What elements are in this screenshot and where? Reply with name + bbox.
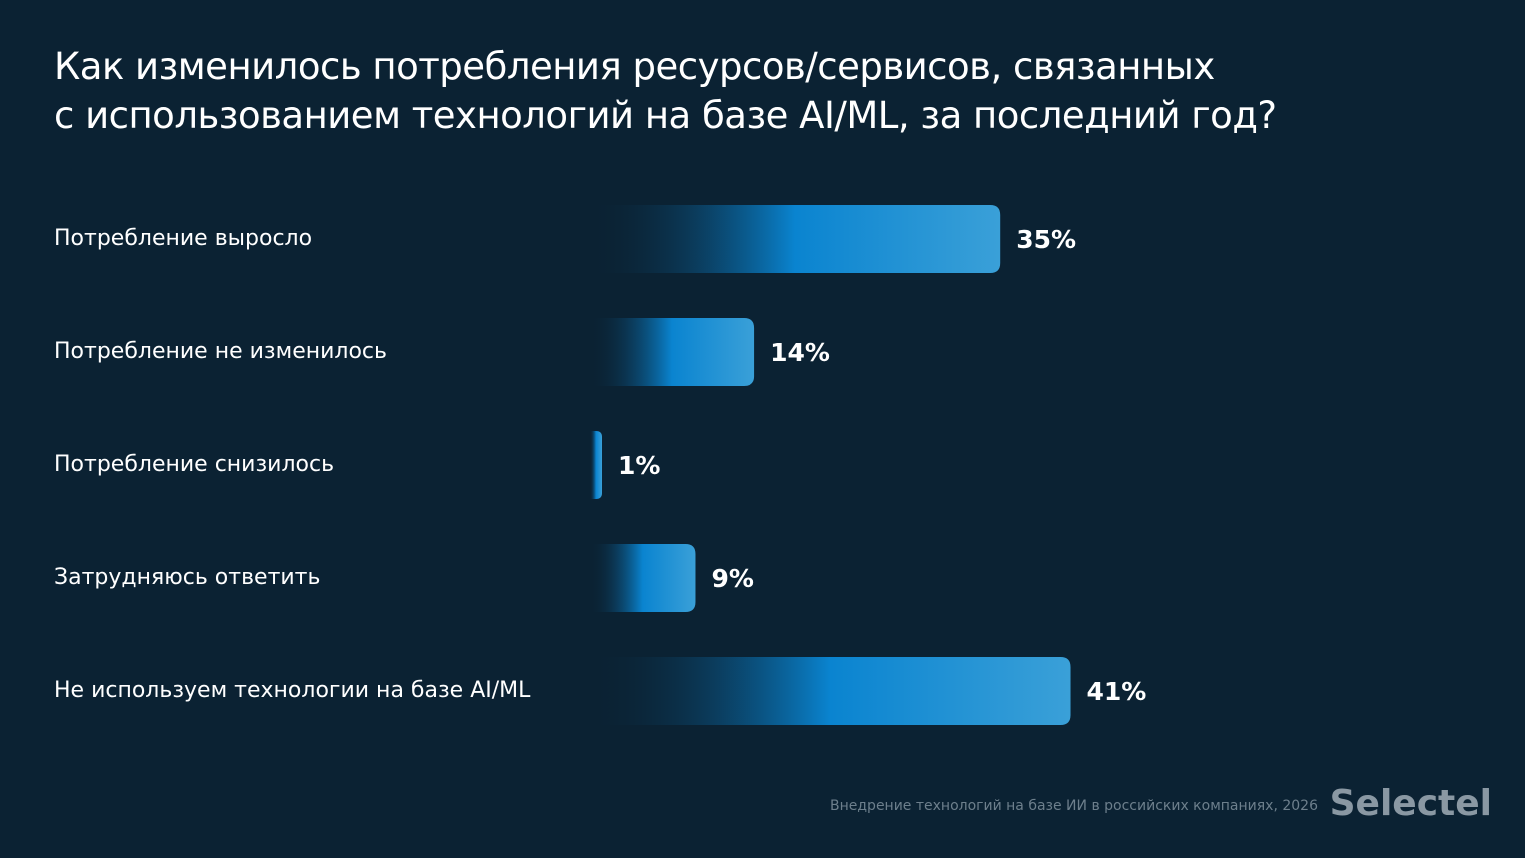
bar [590,431,602,499]
logo: Selectel [1330,783,1492,824]
bar [590,205,1001,273]
category-label: Потребление снизилось [54,452,334,477]
value-label: 1% [618,451,660,480]
bar [590,318,755,386]
category-label: Не используем технологии на базе AI/ML [54,678,531,703]
source-note: Внедрение технологий на базе ИИ в россий… [830,798,1318,814]
category-label: Потребление выросло [54,226,312,251]
category-label: Затрудняюсь ответить [54,565,320,590]
value-label: 9% [711,564,753,593]
bar [590,544,696,612]
chart-title: Как изменилось потребления ресурсов/серв… [54,45,1277,137]
bar [590,657,1071,725]
value-label: 14% [770,338,830,367]
category-label: Потребление не изменилось [54,339,387,364]
value-label: 41% [1087,677,1147,706]
value-label: 35% [1016,225,1076,254]
